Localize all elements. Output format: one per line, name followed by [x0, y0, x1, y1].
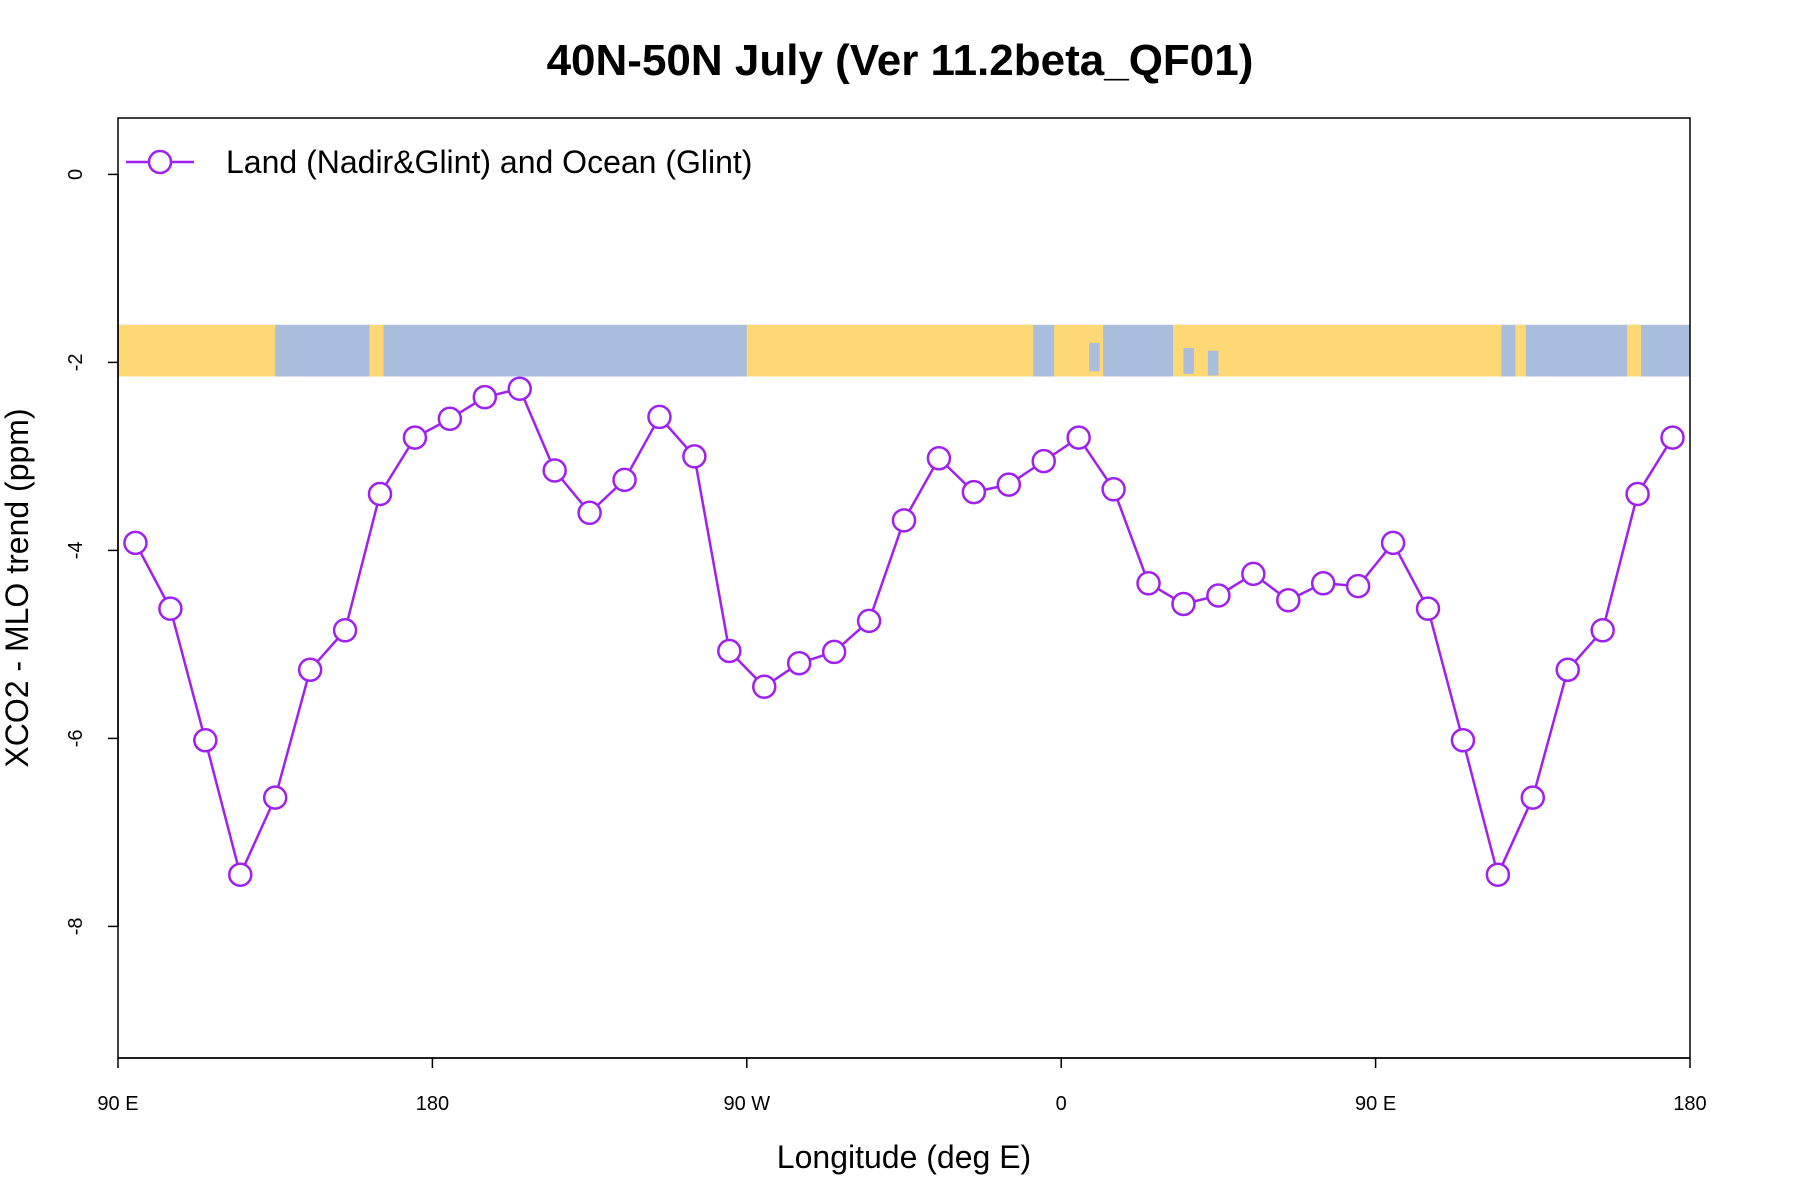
data-point — [1241, 561, 1266, 587]
data-point — [821, 639, 847, 665]
data-point — [1625, 481, 1650, 507]
data-point — [786, 650, 812, 676]
data-point — [856, 608, 882, 634]
map-strip-land — [369, 324, 384, 377]
x-tick-label: 90 E — [97, 1093, 138, 1115]
data-point — [1101, 477, 1126, 502]
data-point — [193, 728, 218, 753]
data-point — [507, 376, 532, 401]
data-point — [1520, 785, 1546, 810]
map-strip-land — [746, 324, 1034, 377]
y-axis-label: XCO2 - MLO trend (ppm) — [0, 408, 35, 767]
data-point — [996, 472, 1022, 497]
data-point — [262, 785, 288, 810]
data-point — [332, 618, 358, 643]
map-strip-inlet — [1613, 345, 1624, 376]
map-strip-inlet — [1113, 340, 1125, 374]
x-tick-label: 90 E — [1355, 1093, 1396, 1115]
data-point — [437, 406, 463, 432]
data-point — [1555, 657, 1580, 683]
data-point — [1276, 587, 1301, 613]
data-point — [1450, 728, 1476, 753]
map-strip-land — [1627, 324, 1642, 377]
map-strip-land — [1172, 324, 1502, 377]
legend: Land (Nadir&Glint) and Ocean (Glint) — [126, 144, 752, 180]
data-point — [1310, 571, 1336, 596]
map-strip-land — [118, 324, 276, 377]
data-point — [647, 404, 672, 430]
legend-marker — [147, 149, 173, 175]
data-point — [577, 500, 602, 526]
x-tick-label: 90 W — [723, 1093, 770, 1115]
data-point — [612, 467, 637, 493]
data-point — [926, 446, 952, 471]
data-point — [228, 862, 253, 887]
map-strip — [118, 324, 1690, 377]
data-point — [472, 384, 498, 410]
y-tick-label: -6 — [65, 730, 87, 748]
data-point — [1415, 596, 1441, 621]
x-axis: 90 E 180 90 W 0 90 E 180 — [97, 1057, 1707, 1115]
y-tick-label: -4 — [65, 542, 87, 560]
data-point — [402, 425, 428, 450]
data-point — [158, 596, 183, 621]
x-tick-label: 0 — [1056, 1093, 1067, 1115]
data-point — [682, 444, 707, 469]
series-line — [134, 387, 1674, 876]
data-point — [1485, 862, 1511, 887]
data-point — [752, 674, 777, 699]
x-tick-label: 180 — [1673, 1093, 1706, 1115]
y-tick-label: 0 — [65, 169, 87, 180]
plot-frame — [117, 117, 1691, 1059]
data-point — [1660, 425, 1685, 450]
legend-label: Land (Nadir&Glint) and Ocean (Glint) — [226, 144, 752, 180]
chart-title: 40N-50N July (Ver 11.2beta_QF01) — [547, 36, 1254, 85]
data-point — [1171, 591, 1196, 617]
x-tick-label: 180 — [416, 1093, 449, 1115]
y-axis: 0 -2 -4 -6 -8 — [65, 169, 119, 936]
data-point — [123, 530, 148, 556]
data-point — [1206, 583, 1231, 608]
map-strip-inlet — [1183, 348, 1194, 374]
data-point — [717, 638, 742, 664]
data-point — [367, 481, 393, 507]
map-strip-inlet — [1089, 342, 1100, 372]
map-strip-inlet — [1207, 350, 1219, 376]
data-point — [1136, 571, 1161, 596]
data-point — [1031, 448, 1056, 474]
data-point — [961, 479, 987, 505]
data-point — [297, 657, 323, 683]
series-layer — [123, 376, 1685, 887]
data-point — [1590, 618, 1615, 643]
x-axis-label: Longitude (deg E) — [777, 1139, 1031, 1175]
data-point — [1380, 530, 1406, 556]
y-tick-label: -8 — [65, 918, 87, 936]
y-tick-label: -2 — [65, 354, 87, 372]
data-point — [1345, 573, 1371, 599]
map-strip-land — [1515, 324, 1526, 377]
data-point — [1066, 425, 1091, 450]
data-point — [542, 458, 567, 483]
data-point — [891, 508, 917, 533]
map-strip-inlet — [1543, 329, 1554, 351]
